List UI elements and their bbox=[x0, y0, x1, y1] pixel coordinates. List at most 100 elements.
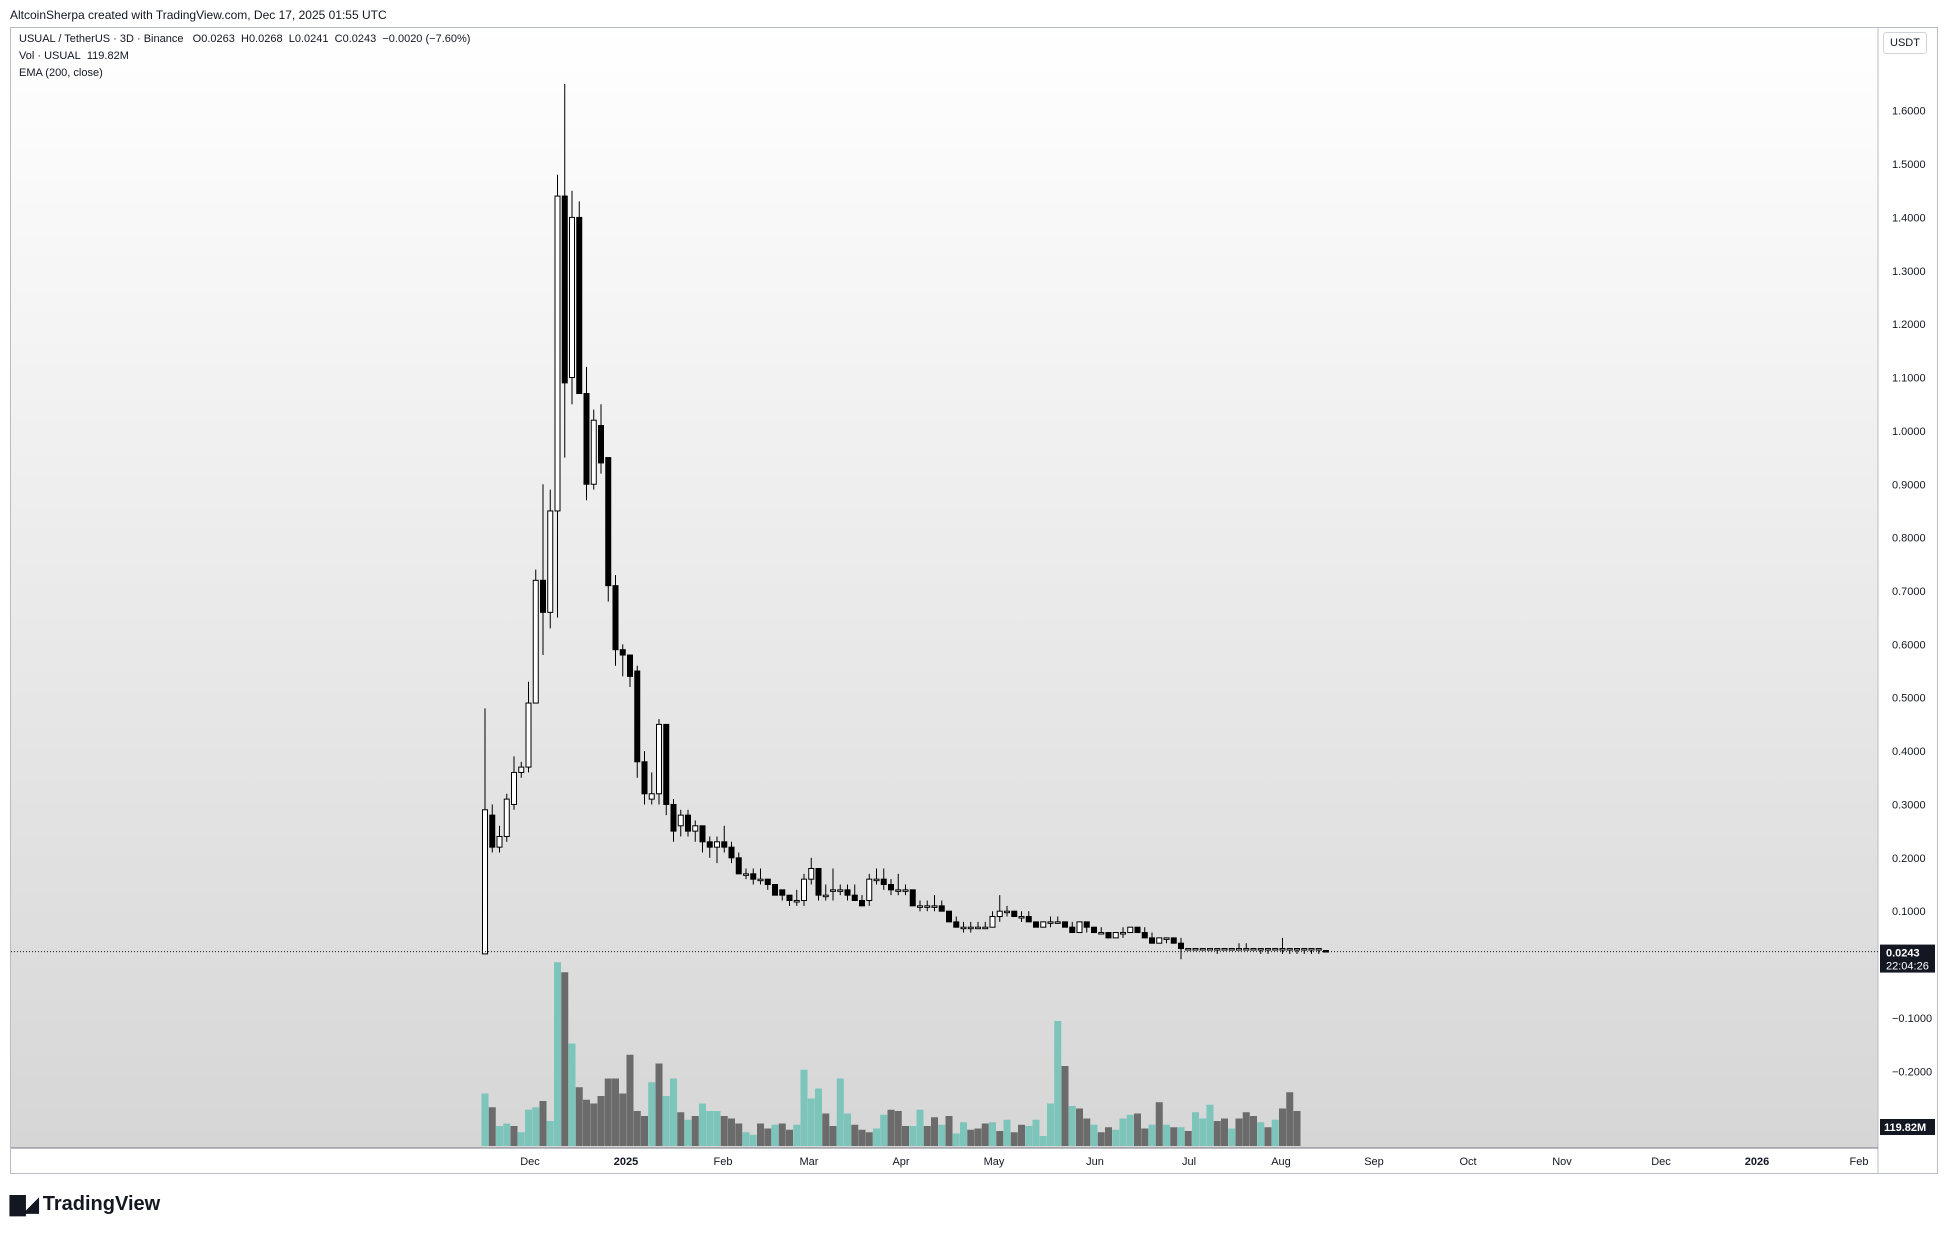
candle bbox=[1156, 937, 1163, 944]
candle-body bbox=[648, 793, 655, 800]
price-tick-label: 1.4000 bbox=[1892, 212, 1926, 224]
volume-bar bbox=[510, 1126, 518, 1146]
candle bbox=[1105, 932, 1112, 939]
candle bbox=[931, 895, 938, 912]
legend-vol-value: 119.82M bbox=[86, 50, 129, 62]
candle-body bbox=[540, 579, 546, 613]
candle bbox=[815, 867, 822, 901]
chart-frame[interactable]: −0.3000−0.2000−0.10000.10000.20000.30000… bbox=[10, 27, 1938, 1174]
candle-body bbox=[1134, 926, 1141, 934]
volume-bar bbox=[633, 1111, 641, 1146]
candle-body bbox=[532, 579, 539, 704]
last-price-tag-bg bbox=[1880, 944, 1935, 973]
candle-body bbox=[772, 884, 778, 896]
volume-bar bbox=[590, 1103, 598, 1146]
candle-body bbox=[1091, 926, 1097, 934]
candle bbox=[902, 884, 909, 896]
volume-bar bbox=[793, 1124, 801, 1146]
candle bbox=[953, 916, 960, 928]
legend-open-label: O bbox=[192, 33, 202, 45]
candle-body bbox=[1127, 926, 1134, 934]
time-tick-label: Jun bbox=[1086, 1156, 1104, 1168]
legend-high: 0.0268 bbox=[248, 33, 283, 45]
candle-body bbox=[569, 216, 575, 379]
candle-body bbox=[1221, 948, 1228, 951]
volume-bar bbox=[575, 1087, 583, 1146]
price-tick-label: 0.5000 bbox=[1892, 693, 1926, 705]
legend-open: 0.0263 bbox=[201, 33, 235, 45]
candle bbox=[895, 873, 902, 896]
candle bbox=[917, 900, 923, 912]
candle-body bbox=[1315, 948, 1322, 951]
candle bbox=[706, 836, 713, 858]
candle-body bbox=[1069, 926, 1076, 934]
tradingview-brand: TradingView bbox=[42, 1193, 161, 1215]
candle bbox=[1257, 948, 1264, 954]
candle bbox=[634, 665, 641, 778]
volume-bar bbox=[974, 1128, 982, 1146]
volume-bar bbox=[597, 1096, 605, 1146]
candle-body bbox=[706, 841, 713, 848]
tradingview-logo[interactable]: ▇◢ TradingView bbox=[10, 1192, 160, 1217]
candle bbox=[1294, 948, 1300, 954]
volume-bar bbox=[778, 1123, 786, 1146]
volume-bar bbox=[713, 1111, 721, 1146]
volume-bar bbox=[670, 1078, 677, 1146]
candle bbox=[1141, 927, 1148, 939]
currency-button[interactable]: USDT bbox=[1883, 32, 1927, 54]
time-tick-label: Mar bbox=[800, 1156, 819, 1168]
volume-bar bbox=[865, 1132, 873, 1146]
volume-bar bbox=[938, 1124, 946, 1146]
candle bbox=[540, 484, 546, 656]
volume-bar bbox=[1242, 1112, 1250, 1146]
candle-body bbox=[967, 926, 974, 930]
volume-bar bbox=[1250, 1116, 1257, 1146]
volume-bar bbox=[952, 1133, 960, 1146]
candle bbox=[612, 574, 619, 666]
candle bbox=[685, 809, 691, 837]
volume-bar bbox=[1155, 1102, 1163, 1146]
price-tick-label: 0.1000 bbox=[1892, 906, 1926, 918]
candle bbox=[714, 836, 720, 864]
volume-bar bbox=[1061, 1066, 1069, 1146]
candle bbox=[1098, 927, 1105, 935]
volume-bar bbox=[1206, 1104, 1214, 1146]
legend-close-label: C bbox=[334, 33, 343, 45]
price-tick-label: 1.1000 bbox=[1892, 373, 1926, 385]
candle-body bbox=[1004, 910, 1010, 914]
candle-body bbox=[685, 814, 691, 832]
candle bbox=[1134, 926, 1141, 934]
candle bbox=[503, 793, 510, 842]
volume-bar bbox=[1134, 1113, 1141, 1146]
candle bbox=[518, 761, 525, 778]
candle-body bbox=[1301, 948, 1308, 951]
candle-body bbox=[895, 889, 902, 892]
candle-body bbox=[1011, 910, 1018, 918]
price-chart[interactable]: −0.3000−0.2000−0.10000.10000.20000.30000… bbox=[11, 28, 1937, 1173]
candle bbox=[547, 489, 554, 629]
candle bbox=[793, 889, 800, 906]
candle bbox=[1308, 948, 1315, 954]
candle-body bbox=[627, 654, 633, 677]
candle bbox=[1076, 921, 1083, 934]
candle-body bbox=[743, 873, 749, 876]
volume-bar bbox=[1293, 1111, 1301, 1146]
candle bbox=[1025, 911, 1032, 923]
candle bbox=[1192, 948, 1199, 951]
candle bbox=[960, 921, 967, 933]
volume-bar bbox=[1126, 1114, 1134, 1146]
candle bbox=[721, 825, 728, 853]
candle-body bbox=[793, 900, 800, 903]
candle-body bbox=[590, 419, 597, 485]
candle-body bbox=[859, 900, 865, 907]
candle bbox=[982, 921, 989, 930]
candle bbox=[830, 868, 836, 901]
volume-bar bbox=[648, 1082, 656, 1146]
price-axis-background bbox=[1878, 28, 1937, 1173]
time-tick-label: May bbox=[984, 1156, 1005, 1168]
volume-bar bbox=[1105, 1127, 1112, 1146]
volume-bar bbox=[699, 1103, 706, 1146]
volume-bar bbox=[1010, 1132, 1018, 1146]
candle-body bbox=[822, 894, 829, 898]
candle bbox=[1221, 948, 1228, 951]
